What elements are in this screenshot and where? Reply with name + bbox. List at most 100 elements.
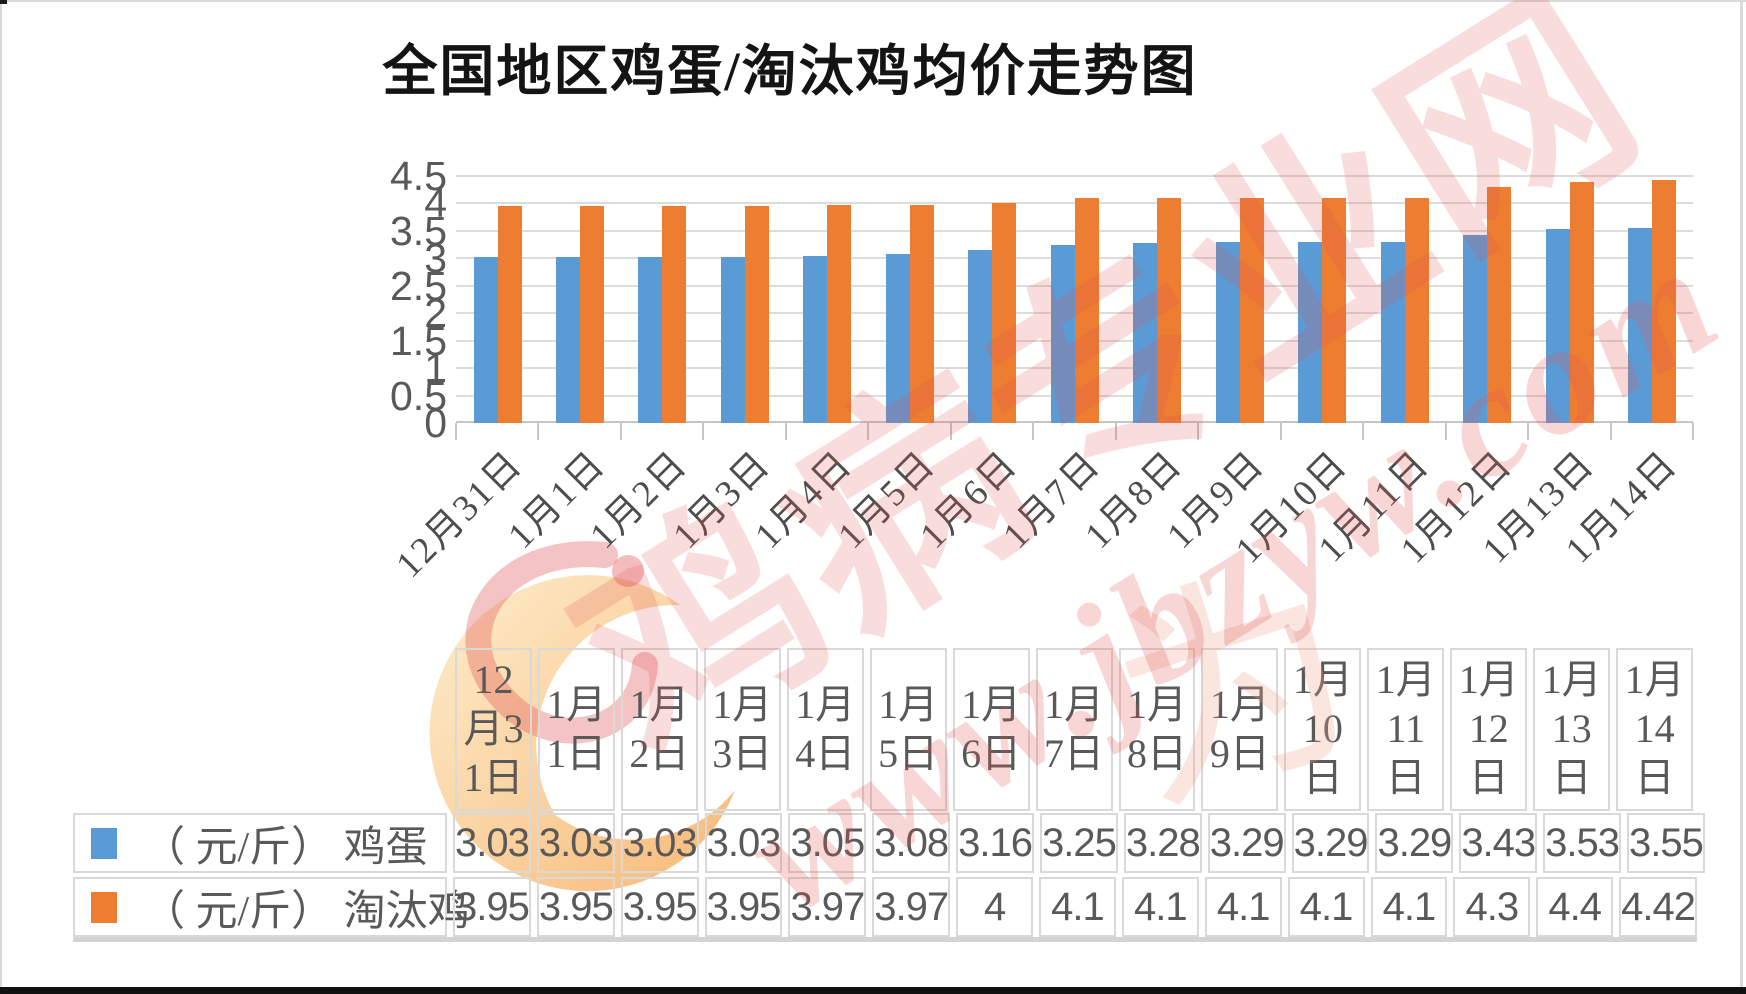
value-cell: 3.29 <box>1207 813 1286 873</box>
header-cell: 1月 2日 <box>620 648 698 811</box>
header-cell-line: 10 <box>1302 706 1343 752</box>
y-axis-label: 4 <box>424 180 447 227</box>
y-axis-label: 4.5 <box>390 153 447 199</box>
value-cell: 3.95 <box>536 877 615 937</box>
legend-cell: （ 元/斤） 淘汰鸡 <box>73 877 470 937</box>
y-axis-label: 1.5 <box>390 317 447 364</box>
header-cell-line: 5日 <box>878 730 939 776</box>
value-cell: 4.3 <box>1453 877 1531 937</box>
header-cell-line: 1月 <box>712 681 773 727</box>
header-cell-line: 日 <box>1302 754 1343 800</box>
data-table-header: 12 月3 1日 1月 1日 1月 2日 1月 3日 1月 4日 1月 5日 1月 6日 1月 7日 1月 8日 1月… <box>455 648 1694 811</box>
bar-egg <box>1628 228 1653 423</box>
header-cell-line: 3日 <box>712 730 773 776</box>
plot-area <box>455 175 1694 440</box>
header-cell: 1月 13 日 <box>1533 648 1611 811</box>
value-cell: 3.05 <box>788 813 867 873</box>
header-cell: 1月 6日 <box>952 648 1030 811</box>
bar-egg <box>1298 242 1323 423</box>
header-cell-line: 1日 <box>546 730 607 776</box>
legend-swatch-culled-chicken <box>91 891 117 923</box>
y-axis-label: 0.5 <box>390 372 447 419</box>
axis-tick-mark <box>1692 423 1694 440</box>
header-cell-line: 11 <box>1386 706 1426 752</box>
bar-culled-chicken <box>992 203 1017 423</box>
header-cell-line: 1月 <box>629 681 690 727</box>
header-cell-line: 1月 <box>1209 681 1270 727</box>
bar-egg <box>1050 244 1075 423</box>
value-cell: 3.29 <box>1375 813 1454 873</box>
bar-egg <box>1133 242 1158 423</box>
axis-tick-mark <box>1279 423 1282 440</box>
chart-title: 全国地区鸡蛋/淘汰鸡均价走势图 <box>382 41 1198 102</box>
value-cell: 4.1 <box>1121 877 1199 937</box>
axis-tick-mark <box>949 423 952 440</box>
value-cell: 3.03 <box>620 813 699 873</box>
value-cell: 3.08 <box>872 813 951 873</box>
axis-tick-mark <box>867 423 870 440</box>
value-cell: 4.4 <box>1536 877 1614 937</box>
bar-culled-chicken <box>497 206 522 423</box>
bar-culled-chicken <box>1652 180 1677 423</box>
header-cell: 1月 5日 <box>869 648 947 811</box>
y-axis-label: 2 <box>424 290 447 337</box>
gridline <box>456 175 1693 177</box>
header-cell-line: 1月 <box>546 681 607 727</box>
bar-culled-chicken <box>1404 197 1429 423</box>
axis-tick-mark <box>1444 423 1447 440</box>
bar-culled-chicken <box>1074 197 1099 423</box>
value-cell: 3.29 <box>1291 813 1370 873</box>
gridline <box>456 202 1693 205</box>
value-cell: 3.03 <box>453 813 531 873</box>
value-cell: 3.55 <box>1627 813 1705 873</box>
frame-border-left <box>0 0 2 994</box>
value-cell: 3.28 <box>1123 813 1202 873</box>
frame-border-top <box>0 0 1746 2</box>
value-cell: 4.1 <box>1204 877 1282 937</box>
value-cell: 3.03 <box>536 813 615 873</box>
axis-tick-mark <box>1032 423 1035 440</box>
value-cell: 4.1 <box>1370 877 1448 937</box>
header-cell: 1月 4日 <box>786 648 864 811</box>
bar-culled-chicken <box>1322 197 1347 423</box>
header-cell-line: 2日 <box>629 730 690 776</box>
header-cell-line: 13 <box>1551 706 1592 752</box>
y-axis-label: 3.5 <box>390 207 447 254</box>
value-cell: 3.16 <box>956 813 1035 873</box>
header-cell: 1月 10 日 <box>1284 648 1362 811</box>
header-cell-line: 1月 <box>1624 657 1685 703</box>
value-cell: 3.97 <box>872 877 951 937</box>
y-axis-label: 2.5 <box>390 262 447 309</box>
bar-egg <box>473 256 498 423</box>
table-row: （ 元/斤） 鸡蛋 3.03 3.03 3.03 3.03 3.05 3.08 3.16 3.2… <box>73 813 1705 873</box>
header-cell-line: 日 <box>1385 754 1426 800</box>
bar-egg <box>1380 242 1405 423</box>
axis-tick-mark <box>619 423 622 440</box>
bar-culled-chicken <box>1239 197 1264 423</box>
bar-culled-chicken <box>744 206 769 423</box>
header-cell-line: 6日 <box>961 730 1022 776</box>
bar-culled-chicken <box>579 206 604 423</box>
value-cell: 3.25 <box>1040 813 1118 873</box>
bar-culled-chicken <box>1487 186 1512 423</box>
axis-tick-mark <box>455 423 457 440</box>
corner-mark <box>0 0 7 4</box>
y-axis-label: 3 <box>424 235 447 282</box>
bottom-black-strip <box>0 987 1746 994</box>
value-cell: 3.43 <box>1459 813 1538 873</box>
header-cell: 1月 12 日 <box>1450 648 1528 811</box>
bar-culled-chicken <box>1157 197 1182 423</box>
header-cell-line: 日 <box>1468 754 1509 800</box>
bar-egg <box>968 249 993 423</box>
swirl-dot <box>612 555 644 587</box>
header-cell-line: 1月 <box>1541 657 1602 703</box>
header-cell: 1月 14 日 <box>1616 648 1694 811</box>
value-cell: 4 <box>956 877 1034 937</box>
legend-label: （ 元/斤） 鸡蛋 <box>143 824 428 871</box>
y-axis-label: 1 <box>424 345 447 392</box>
bar-egg <box>885 253 910 423</box>
header-cell-line: 8日 <box>1126 730 1187 776</box>
header-cell-line: 1月 <box>1044 681 1105 727</box>
value-cell: 4.1 <box>1039 877 1116 937</box>
